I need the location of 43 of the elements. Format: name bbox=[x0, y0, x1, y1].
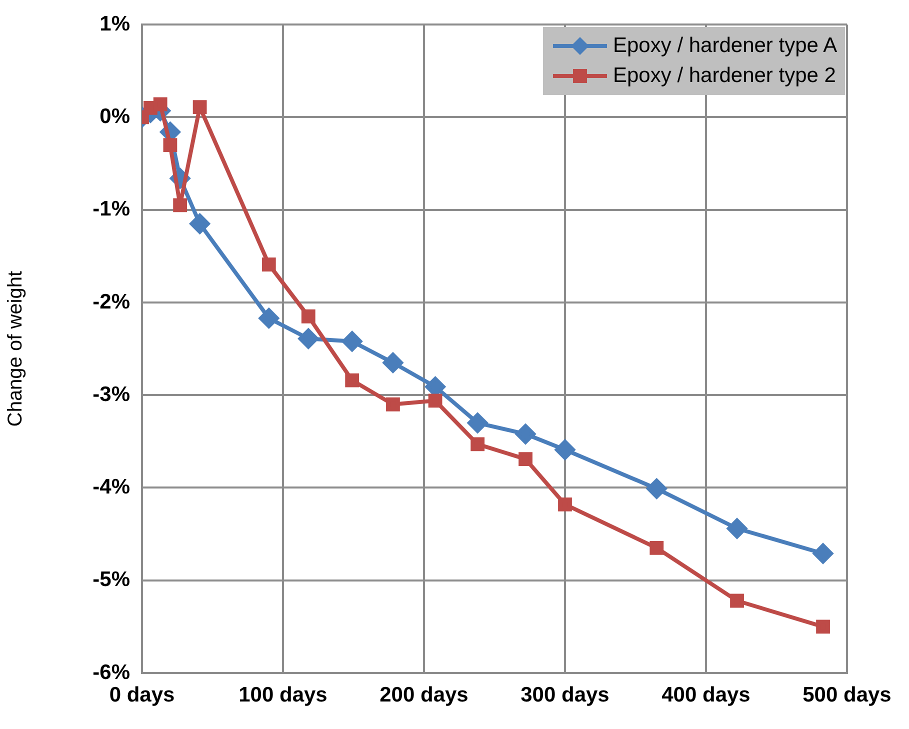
y-tick-label: -5% bbox=[92, 568, 130, 592]
x-tick-label: 0 days bbox=[109, 683, 175, 706]
point bbox=[342, 331, 362, 352]
point bbox=[192, 100, 207, 114]
y-tick-label: -3% bbox=[92, 382, 130, 406]
point bbox=[382, 352, 403, 373]
x-tick-label: 300 days bbox=[520, 683, 610, 706]
point bbox=[555, 440, 575, 460]
legend-label: Epoxy / hardener type A bbox=[613, 34, 838, 58]
point bbox=[727, 518, 748, 538]
point bbox=[190, 214, 210, 234]
x-tick-label: 500 days bbox=[802, 683, 892, 706]
point bbox=[730, 594, 744, 608]
point bbox=[468, 412, 488, 433]
y-tick-label: 0% bbox=[100, 105, 130, 128]
point bbox=[558, 497, 572, 512]
x-tick-label: 100 days bbox=[238, 683, 328, 706]
y-tick-label: -6% bbox=[92, 660, 130, 684]
point bbox=[813, 544, 834, 564]
point bbox=[301, 309, 316, 324]
point bbox=[258, 308, 279, 328]
y-tick-label: -1% bbox=[92, 198, 130, 221]
point bbox=[163, 138, 178, 152]
x-tick-label: 400 days bbox=[662, 683, 750, 706]
point bbox=[153, 97, 168, 112]
point bbox=[173, 198, 188, 212]
point bbox=[298, 328, 318, 349]
point bbox=[816, 620, 830, 634]
point bbox=[345, 373, 360, 388]
point bbox=[470, 437, 485, 452]
x-tick-label: 200 days bbox=[380, 683, 468, 706]
point bbox=[428, 394, 442, 408]
point bbox=[262, 258, 276, 272]
point bbox=[650, 541, 664, 555]
y-tick-label: 1% bbox=[100, 12, 130, 36]
y-tick-label: -2% bbox=[92, 290, 130, 314]
point bbox=[386, 397, 400, 412]
point bbox=[646, 478, 667, 499]
point bbox=[518, 452, 532, 466]
point bbox=[516, 424, 536, 444]
legend-label: Epoxy / hardener type 2 bbox=[613, 64, 836, 88]
y-tick-label: -4% bbox=[92, 476, 130, 499]
y-axis-title: Change of weight bbox=[4, 270, 27, 427]
